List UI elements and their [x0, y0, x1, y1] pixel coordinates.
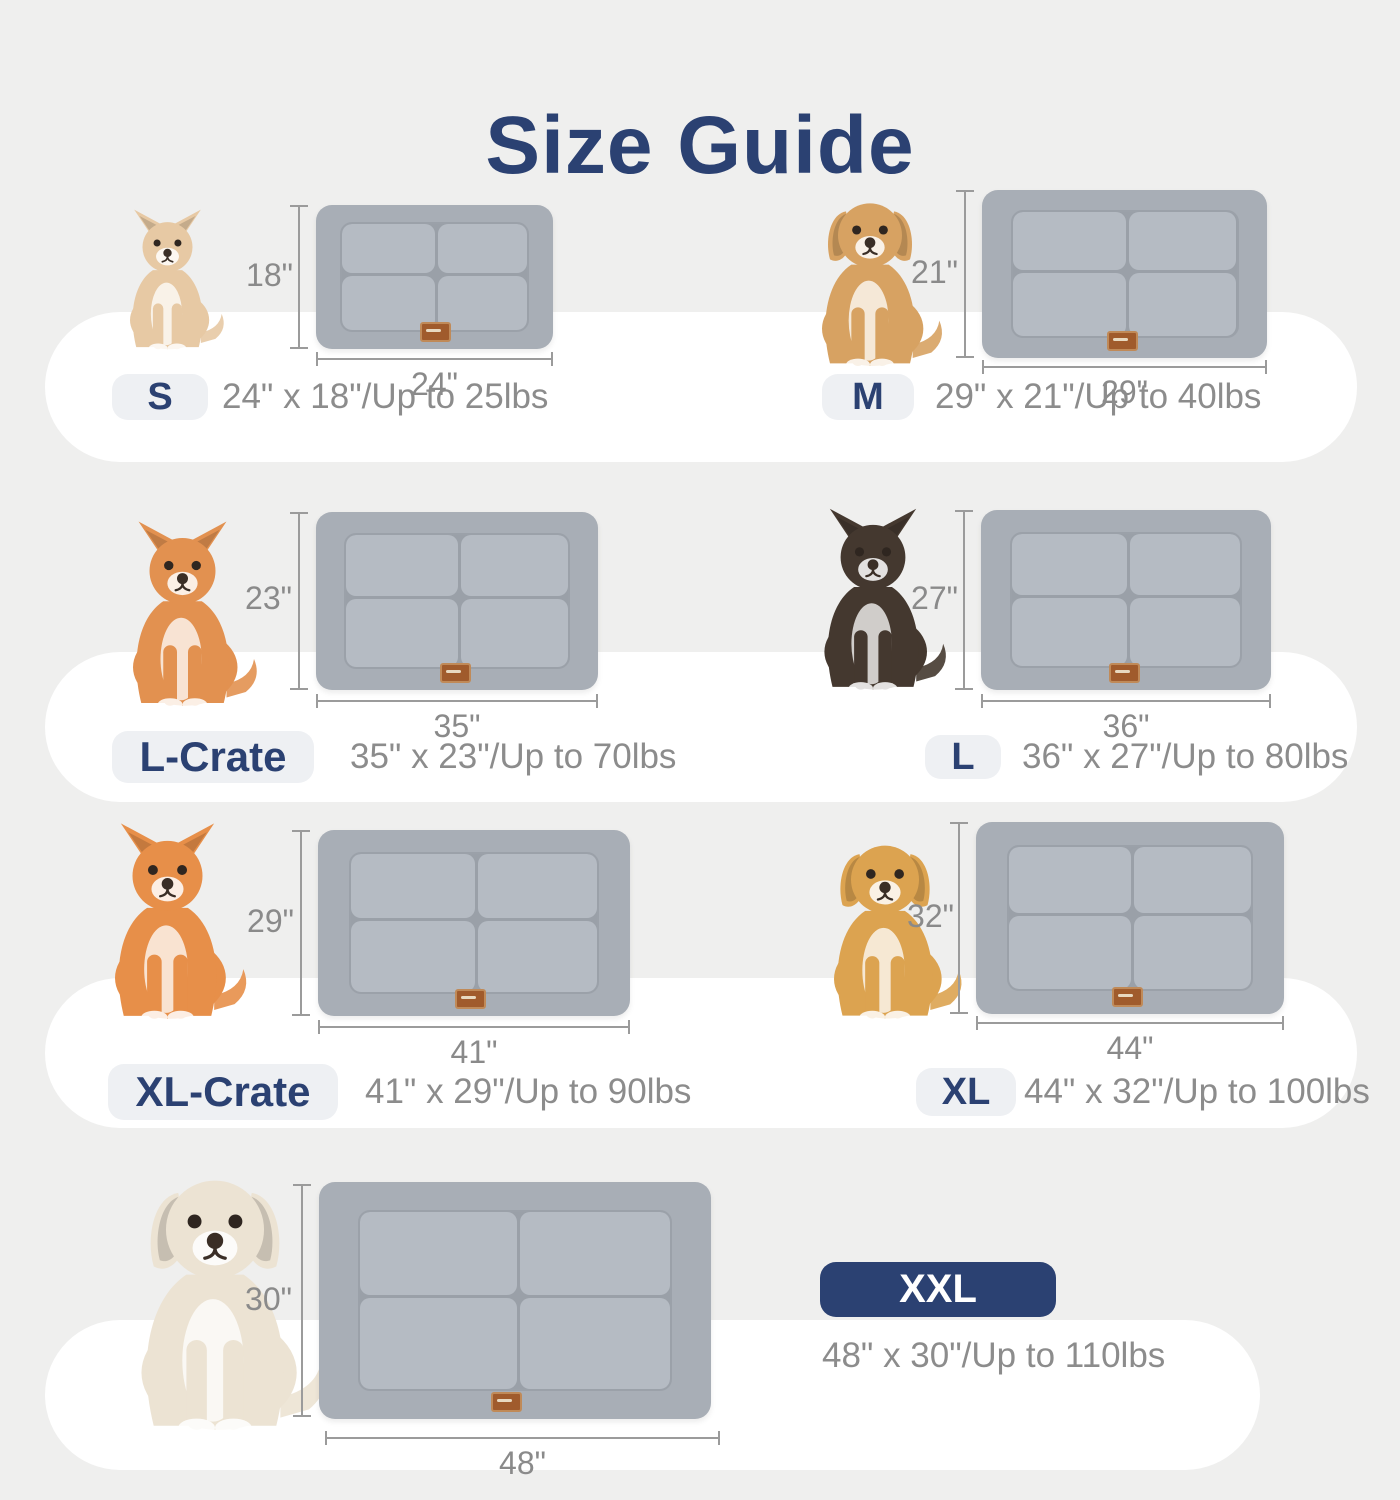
mat-width-label: 24" — [411, 366, 458, 402]
size-badge-xl: XL — [916, 1068, 1016, 1116]
mat-quilt-panels — [358, 1210, 672, 1391]
size-spec-text: 29" x 21"/Up to 40lbs — [935, 377, 1262, 416]
crate-mat-image — [976, 822, 1284, 1014]
size-badge-s: S — [112, 374, 208, 420]
mat-height-label: 32" — [907, 898, 954, 934]
size-badge-l: L — [925, 735, 1001, 779]
mat-height-label: 27" — [911, 580, 958, 616]
mat-width-label: 35" — [433, 708, 481, 744]
brand-tag-icon — [420, 322, 452, 342]
mat-height-label: 23" — [245, 580, 292, 616]
size-spec-text: 44" x 32"/Up to 100lbs — [1024, 1072, 1370, 1111]
mat-quilt-panels — [1006, 845, 1254, 991]
brand-tag-icon — [491, 1392, 523, 1412]
crate-mat-image — [318, 830, 630, 1016]
mat-quilt-panels — [339, 222, 530, 332]
size-badge-l-crate: L-Crate — [112, 731, 314, 783]
size-spec-text: 24" x 18"/Up to 25lbs — [222, 377, 549, 416]
size-spec-text: 36" x 27"/Up to 80lbs — [1022, 737, 1349, 776]
mat-height-label: 29" — [247, 903, 294, 939]
mat-quilt-panels — [349, 852, 599, 994]
height-dimension-line — [955, 510, 973, 690]
height-dimension-line — [956, 190, 974, 358]
mat-quilt-panels — [1010, 210, 1239, 338]
size-badge-xl-crate: XL-Crate — [108, 1064, 338, 1120]
brand-tag-icon — [440, 663, 472, 683]
mat-height-label: 18" — [246, 257, 293, 293]
page-title: Size Guide — [485, 99, 915, 191]
size-badge-m: M — [822, 374, 914, 420]
mat-width-label: 29" — [1101, 374, 1148, 410]
size-badge-xxl: XXL — [820, 1262, 1056, 1317]
size-spec-text: 48" x 30"/Up to 110lbs — [822, 1336, 1166, 1375]
crate-mat-image — [316, 512, 598, 690]
width-dimension-line — [316, 352, 553, 366]
mat-quilt-panels — [1010, 531, 1242, 669]
width-dimension-line — [982, 360, 1267, 374]
mat-width-label: 48" — [499, 1445, 546, 1481]
width-dimension-line — [318, 1020, 630, 1034]
brand-tag-icon — [1108, 663, 1140, 683]
crate-mat-image — [981, 510, 1271, 690]
brand-tag-icon — [455, 989, 487, 1009]
mat-quilt-panels — [344, 533, 570, 669]
height-dimension-line — [950, 822, 968, 1014]
crate-mat-image — [319, 1182, 711, 1419]
crate-mat-image — [316, 205, 553, 349]
crate-mat-image — [982, 190, 1267, 358]
height-dimension-line — [290, 512, 308, 690]
mat-height-label: 30" — [245, 1281, 292, 1317]
width-dimension-line — [325, 1431, 720, 1445]
height-dimension-line — [293, 1184, 311, 1417]
mat-width-label: 41" — [450, 1034, 498, 1070]
width-dimension-line — [316, 694, 598, 708]
width-dimension-line — [976, 1016, 1284, 1030]
mat-width-label: 44" — [1106, 1030, 1154, 1066]
width-dimension-line — [981, 694, 1271, 708]
size-spec-text: 35" x 23"/Up to 70lbs — [350, 737, 677, 776]
height-dimension-line — [292, 830, 310, 1016]
size-spec-text: 41" x 29"/Up to 90lbs — [365, 1072, 692, 1111]
brand-tag-icon — [1107, 331, 1139, 351]
height-dimension-line — [290, 205, 308, 349]
mat-width-label: 36" — [1102, 708, 1150, 744]
mat-height-label: 21" — [911, 254, 958, 290]
brand-tag-icon — [1111, 987, 1143, 1007]
